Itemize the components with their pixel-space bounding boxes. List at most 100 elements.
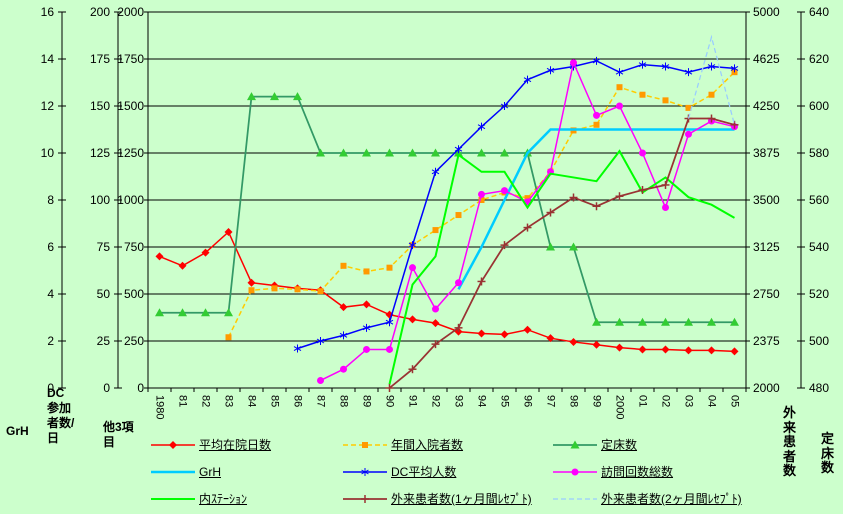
series-outpatient-1mo	[385, 114, 739, 392]
svg-text:1250: 1250	[117, 146, 144, 160]
svg-text:150: 150	[90, 99, 110, 113]
svg-text:600: 600	[809, 99, 829, 113]
svg-text:0: 0	[47, 381, 54, 395]
svg-text:75: 75	[97, 240, 111, 254]
other3-axis-title: 他3項目	[103, 420, 134, 449]
svg-text:125: 125	[90, 146, 110, 160]
svg-text:02: 02	[660, 395, 672, 407]
svg-text:3500: 3500	[753, 193, 780, 207]
svg-text:520: 520	[809, 287, 829, 301]
svg-text:93: 93	[453, 395, 465, 407]
svg-text:480: 480	[809, 381, 829, 395]
legend-item-dc-average: DC平均人数	[342, 463, 552, 480]
legend-swatch-outpatient-1mo	[343, 494, 387, 503]
svg-text:750: 750	[124, 240, 144, 254]
svg-text:87: 87	[315, 395, 327, 407]
axis-beds: 480 500 520 540 560 580 600 620 640	[797, 5, 829, 395]
svg-text:1750: 1750	[117, 52, 144, 66]
legend-item-grh: GrH	[150, 465, 342, 479]
svg-text:2000: 2000	[117, 5, 144, 19]
svg-text:90: 90	[384, 395, 396, 407]
svg-text:4250: 4250	[753, 99, 780, 113]
legend-swatch-dc-average	[343, 467, 387, 476]
svg-text:3875: 3875	[753, 146, 780, 160]
svg-text:250: 250	[124, 334, 144, 348]
svg-text:96: 96	[522, 395, 534, 407]
svg-text:5000: 5000	[753, 5, 780, 19]
svg-text:97: 97	[545, 395, 557, 407]
series-station	[388, 149, 735, 385]
axis-years: 1980 81 82 83 84 85 86 87 88 89 90 91 92 93 94 95 96 97 98…	[147, 388, 747, 419]
svg-text:16: 16	[41, 5, 55, 19]
svg-text:81: 81	[177, 395, 189, 407]
svg-text:200: 200	[90, 5, 110, 19]
legend-label-beds: 定床数	[601, 438, 638, 452]
svg-text:1000: 1000	[117, 193, 144, 207]
svg-text:10: 10	[41, 146, 55, 160]
axis-dc: 0 25 50 75 100 125 150 175 200	[90, 5, 122, 395]
svg-text:82: 82	[200, 395, 212, 407]
svg-text:12: 12	[41, 99, 55, 113]
svg-text:25: 25	[97, 334, 111, 348]
legend-swatch-admissions	[343, 441, 387, 448]
svg-text:1500: 1500	[117, 99, 144, 113]
svg-text:560: 560	[809, 193, 829, 207]
outpatient-axis-title: 外 来 患 者 数	[783, 405, 797, 479]
legend-swatch-station	[151, 497, 195, 500]
svg-text:01: 01	[637, 395, 649, 407]
series-grh	[457, 128, 735, 290]
svg-text:2000: 2000	[753, 381, 780, 395]
svg-text:500: 500	[809, 334, 829, 348]
legend-label-avg-stay: 平均在院日数	[199, 438, 272, 452]
legend-label-dc-average: DC平均人数	[391, 465, 457, 479]
legend-item-admissions: 年間入院者数	[342, 436, 552, 453]
grh-axis-title: GrH	[6, 424, 29, 438]
svg-text:2: 2	[47, 334, 54, 348]
svg-text:86: 86	[292, 395, 304, 407]
chart-legend: 平均在院日数 年間入院者数 定床数 GrH DC平均人数 訪問回数総数 内ｽﾃｰ…	[150, 431, 768, 512]
legend-item-avg-stay: 平均在院日数	[150, 436, 342, 453]
legend-label-outpatient-1mo: 外来患者数(1ヶ月間ﾚｾﾌﾟﾄ)	[391, 492, 532, 506]
svg-text:83: 83	[223, 395, 235, 407]
legend-label-visits: 訪問回数総数	[601, 465, 674, 479]
svg-text:03: 03	[683, 395, 695, 407]
legend-label-grh: GrH	[199, 464, 221, 479]
legend-item-visits: 訪問回数総数	[552, 463, 768, 480]
svg-text:0: 0	[103, 381, 110, 395]
svg-text:620: 620	[809, 52, 829, 66]
svg-text:1980: 1980	[154, 395, 166, 419]
svg-text:99: 99	[591, 395, 603, 407]
svg-text:0: 0	[137, 381, 144, 395]
svg-text:85: 85	[269, 395, 281, 407]
legend-item-beds: 定床数	[552, 436, 768, 453]
svg-text:4: 4	[47, 287, 54, 301]
svg-text:88: 88	[338, 395, 350, 407]
svg-text:98: 98	[568, 395, 580, 407]
svg-text:14: 14	[41, 52, 55, 66]
svg-text:500: 500	[124, 287, 144, 301]
legend-label-admissions: 年間入院者数	[391, 438, 464, 452]
series-dc-average	[293, 56, 739, 353]
svg-text:2375: 2375	[753, 334, 780, 348]
svg-text:04: 04	[706, 395, 718, 407]
gridlines	[147, 11, 747, 389]
svg-text:8: 8	[47, 193, 54, 207]
legend-swatch-beds	[553, 440, 597, 448]
series-avg-stay	[155, 227, 739, 356]
legend-swatch-avg-stay	[151, 440, 195, 449]
legend-swatch-grh	[151, 470, 195, 473]
axis-outpatient: 2000 2375 2750 3125 3500 3875 4250 4625 5000	[742, 5, 780, 395]
svg-text:95: 95	[499, 395, 511, 407]
svg-text:580: 580	[809, 146, 829, 160]
series-outpatient-2mo	[687, 34, 736, 125]
beds-axis-title: 定 床 数	[821, 431, 835, 476]
legend-item-station: 内ｽﾃｰｼｮﾝ	[150, 490, 342, 507]
axis-grh: 0 2 4 6 8 10 12 14 16	[41, 5, 66, 395]
svg-text:100: 100	[90, 193, 110, 207]
svg-text:175: 175	[90, 52, 110, 66]
svg-text:84: 84	[246, 395, 258, 407]
svg-text:640: 640	[809, 5, 829, 19]
svg-text:94: 94	[476, 395, 488, 407]
multi-axis-line-chart: 0246810121416025507510012515017520002505…	[41, 5, 830, 419]
svg-text:6: 6	[47, 240, 54, 254]
